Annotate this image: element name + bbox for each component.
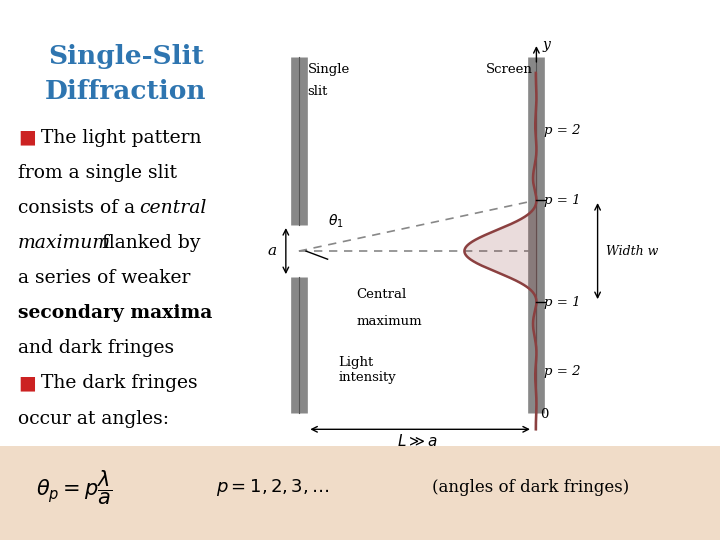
Text: p = 2: p = 2 <box>544 124 580 137</box>
Text: flanked by: flanked by <box>96 234 200 252</box>
Text: $p = 1, 2, 3, \ldots$: $p = 1, 2, 3, \ldots$ <box>216 477 330 498</box>
Text: maximum: maximum <box>356 315 422 328</box>
Text: central: central <box>139 199 207 217</box>
Text: Central: Central <box>356 288 407 301</box>
Text: 0: 0 <box>540 408 549 421</box>
Text: $L \gg a$: $L \gg a$ <box>397 433 438 449</box>
Text: The dark fringes: The dark fringes <box>41 374 198 393</box>
Text: (angles of dark fringes): (angles of dark fringes) <box>432 479 629 496</box>
FancyBboxPatch shape <box>0 446 720 540</box>
Text: Single-Slit: Single-Slit <box>48 44 204 69</box>
Text: occur at angles:: occur at angles: <box>18 409 169 428</box>
Text: $\theta_1$: $\theta_1$ <box>328 213 343 230</box>
Text: a series of weaker: a series of weaker <box>18 269 190 287</box>
FancyBboxPatch shape <box>0 0 720 446</box>
Text: and dark fringes: and dark fringes <box>18 339 174 357</box>
Text: Screen: Screen <box>486 63 533 76</box>
Text: maximum: maximum <box>18 234 111 252</box>
Text: ■: ■ <box>18 129 36 147</box>
Text: p = 1: p = 1 <box>544 295 580 308</box>
Text: a: a <box>268 244 276 258</box>
Text: ■: ■ <box>18 374 36 393</box>
Text: consists of a: consists of a <box>18 199 141 217</box>
Text: Width w: Width w <box>606 245 659 258</box>
Text: intensity: intensity <box>338 372 396 384</box>
Text: Light: Light <box>338 356 374 369</box>
Text: p = 1: p = 1 <box>544 194 580 207</box>
Text: from a single slit: from a single slit <box>18 164 177 182</box>
Text: Diffraction: Diffraction <box>45 79 207 104</box>
Text: p = 2: p = 2 <box>544 366 580 379</box>
Text: slit: slit <box>307 85 328 98</box>
Text: y: y <box>542 38 550 52</box>
Text: Single: Single <box>307 63 350 76</box>
Text: $\theta_p = p\dfrac{\lambda}{a}$: $\theta_p = p\dfrac{\lambda}{a}$ <box>36 468 112 507</box>
Text: secondary maxima: secondary maxima <box>18 304 212 322</box>
Text: The light pattern: The light pattern <box>41 129 202 147</box>
